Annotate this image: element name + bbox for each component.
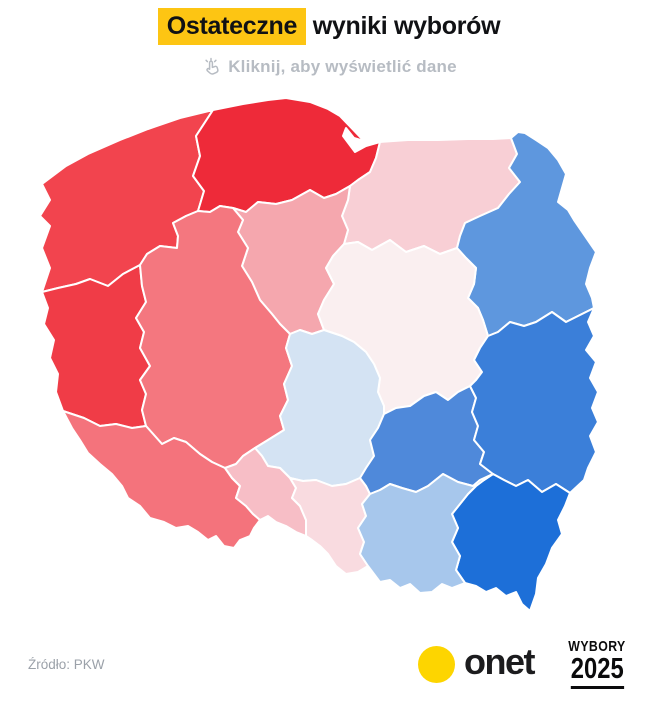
- header: Ostateczne wyniki wyborów Kliknij, aby w…: [0, 0, 658, 77]
- page-title: Ostateczne wyniki wyborów: [0, 8, 658, 45]
- title-highlight: Ostateczne: [157, 8, 307, 45]
- onet-circle-icon: [418, 645, 456, 683]
- title-rest: wyniki wyborów: [306, 12, 501, 40]
- region-malopolskie[interactable]: [357, 473, 494, 594]
- tap-icon: [201, 57, 221, 77]
- onet-logo: onet: [418, 641, 536, 683]
- branding: onet WYBORY 2025: [418, 637, 632, 690]
- region-lubelskie[interactable]: [469, 307, 599, 494]
- footer: Źródło: PKW onet WYBORY 2025: [28, 637, 632, 690]
- click-hint: Kliknij, aby wyświetlić dane: [0, 57, 658, 77]
- region-opolskie[interactable]: [224, 447, 307, 537]
- click-hint-label: Kliknij, aby wyświetlić dane: [228, 57, 457, 76]
- wybory-logo-line1: WYBORY: [568, 637, 626, 655]
- poland-election-map: [39, 97, 599, 612]
- wybory-2025-logo: WYBORY 2025: [562, 637, 632, 690]
- source-label: Źródło: PKW: [28, 656, 105, 672]
- region-lubuskie[interactable]: [41, 264, 151, 429]
- region-podkarpackie[interactable]: [451, 473, 571, 612]
- wybory-logo-line2: 2025: [570, 655, 624, 690]
- onet-wordmark: onet: [464, 641, 536, 682]
